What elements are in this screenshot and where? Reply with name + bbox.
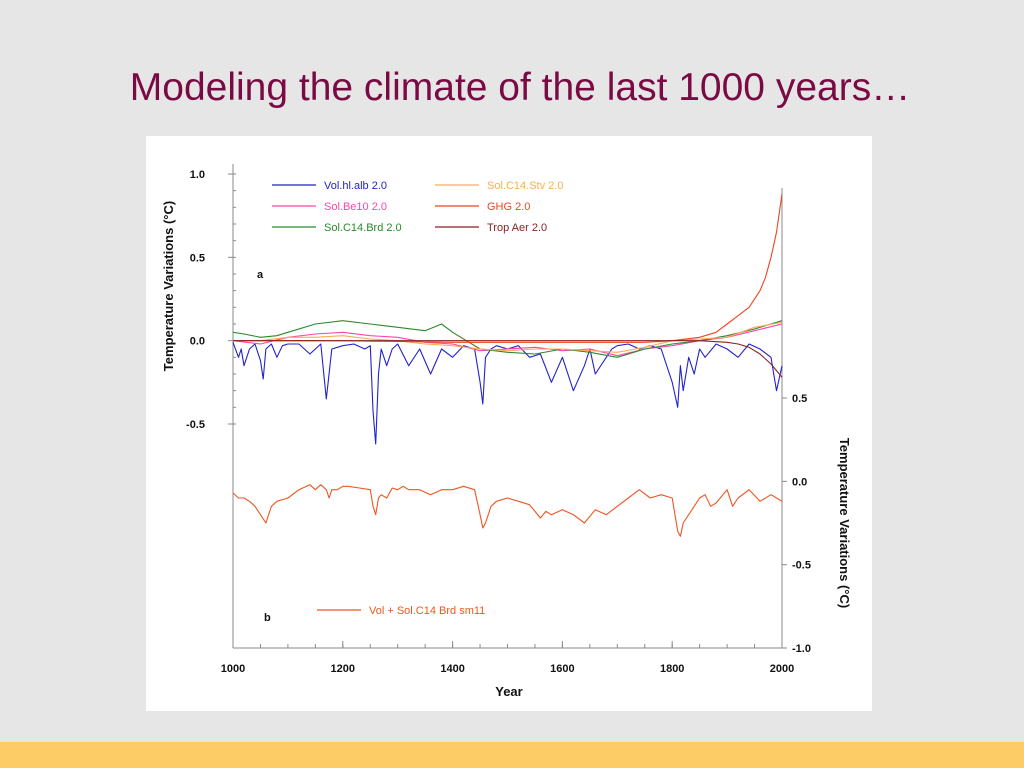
y-tick-label-a: 0.0: [190, 336, 205, 348]
y-tick-label-b: -1.0: [792, 643, 811, 655]
x-tick-label: 1800: [660, 663, 684, 675]
y-tick-label-b: -0.5: [792, 560, 811, 572]
panel-label-b: b: [264, 612, 271, 624]
y-tick-label-a: -0.5: [186, 419, 205, 431]
x-tick-label: 1400: [440, 663, 464, 675]
x-axis-title: Year: [495, 684, 522, 699]
climate-chart: 1.0 0.5 0.0 -0.5 0.5 0.0 -0.5 -1.0 1000 1200 1400 1…: [146, 136, 872, 711]
series-line-b-0: [233, 485, 782, 537]
x-tick-label: 1000: [221, 663, 245, 675]
panel-label-a: a: [257, 269, 264, 281]
series-line-a-0: [233, 342, 782, 444]
figure-panel: 1.0 0.5 0.0 -0.5 0.5 0.0 -0.5 -1.0 1000 1200 1400 1…: [146, 136, 872, 711]
legend-label-a: Sol.C14.Brd 2.0: [324, 222, 402, 234]
footer-band: [0, 742, 1024, 768]
y-axis-title-b: Temperature Variations (°C): [837, 438, 852, 608]
legend-label-a: Vol.hl.alb 2.0: [324, 180, 387, 192]
slide-title: Modeling the climate of the last 1000 ye…: [0, 66, 1024, 110]
y-tick-label-b: 0.5: [792, 393, 807, 405]
series-line-a-5: [233, 341, 782, 378]
y-axis-title-a: Temperature Variations (°C): [161, 201, 176, 371]
y-tick-label-a: 1.0: [190, 169, 205, 181]
series-line-a-4: [233, 194, 782, 342]
x-tick-label: 1600: [550, 663, 574, 675]
legend-label-a: GHG 2.0: [487, 201, 530, 213]
legend-label-a: Sol.Be10 2.0: [324, 201, 387, 213]
x-tick-label: 2000: [770, 663, 794, 675]
x-tick-label: 1200: [331, 663, 355, 675]
y-tick-label-b: 0.0: [792, 476, 807, 488]
y-tick-label-a: 0.5: [190, 252, 205, 264]
legend-label-a: Sol.C14.Stv 2.0: [487, 180, 563, 192]
legend-label-a: Trop Aer 2.0: [487, 222, 547, 234]
legend-label-b: Vol + Sol.C14 Brd sm11: [369, 605, 485, 617]
